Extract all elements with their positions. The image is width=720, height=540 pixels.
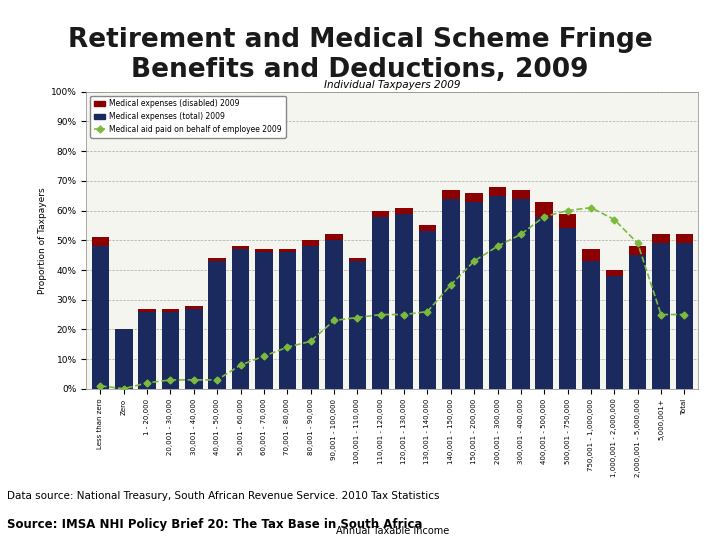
Bar xyxy=(395,207,413,213)
Bar xyxy=(489,187,506,195)
Bar xyxy=(255,249,273,252)
Bar xyxy=(418,231,436,389)
Bar xyxy=(348,258,366,261)
Bar xyxy=(536,201,553,217)
Bar xyxy=(652,243,670,389)
Bar xyxy=(395,213,413,389)
Bar xyxy=(559,213,576,228)
Bar xyxy=(162,308,179,312)
Bar xyxy=(418,226,436,231)
Y-axis label: Proportion of Taxpayers: Proportion of Taxpayers xyxy=(37,187,47,294)
Bar xyxy=(675,243,693,389)
Bar xyxy=(606,270,623,276)
Bar xyxy=(465,193,483,201)
Bar xyxy=(582,249,600,261)
Bar xyxy=(302,240,320,246)
Bar xyxy=(138,308,156,312)
Bar xyxy=(465,201,483,389)
Bar xyxy=(91,246,109,389)
Bar xyxy=(442,199,459,389)
Bar xyxy=(629,246,647,255)
Bar xyxy=(279,249,296,252)
Bar xyxy=(675,234,693,243)
Bar xyxy=(185,308,202,389)
X-axis label: Annual Taxable Income: Annual Taxable Income xyxy=(336,526,449,536)
Bar xyxy=(279,252,296,389)
Bar xyxy=(325,240,343,389)
Bar xyxy=(115,329,132,389)
Bar xyxy=(302,246,320,389)
Text: Data source: National Treasury, South African Revenue Service. 2010 Tax Statisti: Data source: National Treasury, South Af… xyxy=(7,491,440,502)
Bar xyxy=(606,276,623,389)
Bar xyxy=(652,234,670,243)
Bar xyxy=(559,228,576,389)
Title: Individual Taxpayers 2009: Individual Taxpayers 2009 xyxy=(324,79,461,90)
Bar xyxy=(209,261,226,389)
Bar xyxy=(536,217,553,389)
Bar xyxy=(372,217,390,389)
Text: Retirement and Medical Scheme Fringe
Benefits and Deductions, 2009: Retirement and Medical Scheme Fringe Ben… xyxy=(68,27,652,83)
Bar xyxy=(629,255,647,389)
Bar xyxy=(209,258,226,261)
Bar xyxy=(489,195,506,389)
Bar xyxy=(512,190,530,199)
Bar xyxy=(512,199,530,389)
Bar xyxy=(185,306,202,308)
Bar xyxy=(372,211,390,217)
Bar xyxy=(582,261,600,389)
Bar xyxy=(232,249,249,389)
Text: Source: IMSA NHI Policy Brief 20: The Tax Base in South Africa: Source: IMSA NHI Policy Brief 20: The Ta… xyxy=(7,518,423,531)
Bar xyxy=(325,234,343,240)
Bar xyxy=(91,238,109,246)
Bar xyxy=(255,252,273,389)
Bar xyxy=(442,190,459,199)
Bar xyxy=(348,261,366,389)
Bar xyxy=(232,246,249,249)
Bar xyxy=(138,312,156,389)
Bar xyxy=(162,312,179,389)
Legend: Medical expenses (disabled) 2009, Medical expenses (total) 2009, Medical aid pai: Medical expenses (disabled) 2009, Medica… xyxy=(90,96,286,138)
